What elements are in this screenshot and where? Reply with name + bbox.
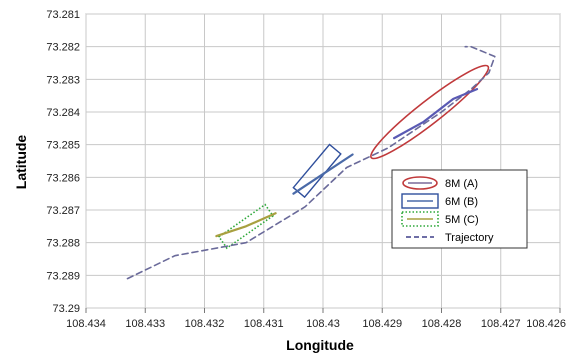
x-tick-label: 108.434 — [66, 318, 106, 330]
y-tick-label: 73.29 — [52, 303, 80, 315]
highlight-ellipse-a — [370, 64, 490, 160]
series-line-6m-b — [292, 153, 354, 195]
series-line-5m-c — [215, 212, 277, 238]
series-lines — [126, 45, 496, 280]
grid-lines-x — [85, 14, 561, 313]
legend-label: 5M (C) — [445, 214, 479, 226]
y-tick-label: 73.283 — [46, 74, 80, 86]
y-tick-label: 73.281 — [46, 9, 80, 21]
y-tick-label: 73.286 — [46, 172, 80, 184]
y-tick-label: 73.288 — [46, 238, 80, 250]
x-tick-label: 108.43 — [306, 318, 340, 330]
x-tick-label: 108.433 — [125, 318, 165, 330]
series-line-trajectory — [126, 45, 496, 280]
legend-label: 8M (A) — [445, 178, 478, 190]
x-tick-label: 108.426 — [526, 318, 566, 330]
legend-label: Trajectory — [445, 232, 494, 244]
x-tick-label: 108.432 — [185, 318, 225, 330]
y-tick-label: 73.285 — [46, 140, 80, 152]
y-tick-labels: 73.281 73.282 73.283 73.284 73.285 73.286 73.2… — [46, 9, 80, 315]
x-tick-label: 108.429 — [362, 318, 402, 330]
series-line-8m-a — [393, 87, 479, 140]
legend-marker-ellipse — [402, 176, 438, 190]
x-axis-title: Longitude — [286, 337, 354, 353]
y-tick-label: 73.289 — [46, 270, 80, 282]
y-tick-label: 73.287 — [46, 205, 80, 217]
legend-marker-dotted-rect — [401, 211, 439, 227]
y-axis-title: Latitude — [13, 135, 29, 190]
legend: 8M (A) 6M (B) 5M (C) Trajectory — [391, 169, 528, 249]
x-tick-label: 108.427 — [481, 318, 521, 330]
highlight-rect-c — [217, 203, 275, 250]
legend-marker-rect — [401, 193, 439, 209]
y-tick-label: 73.282 — [46, 42, 80, 54]
x-tick-label: 108.428 — [422, 318, 462, 330]
x-tick-labels: 108.434 108.433 108.432 108.431 108.43 108.42… — [66, 318, 566, 330]
y-tick-label: 73.284 — [46, 107, 80, 119]
x-tick-label: 108.431 — [244, 318, 284, 330]
legend-label: 6M (B) — [445, 196, 478, 208]
